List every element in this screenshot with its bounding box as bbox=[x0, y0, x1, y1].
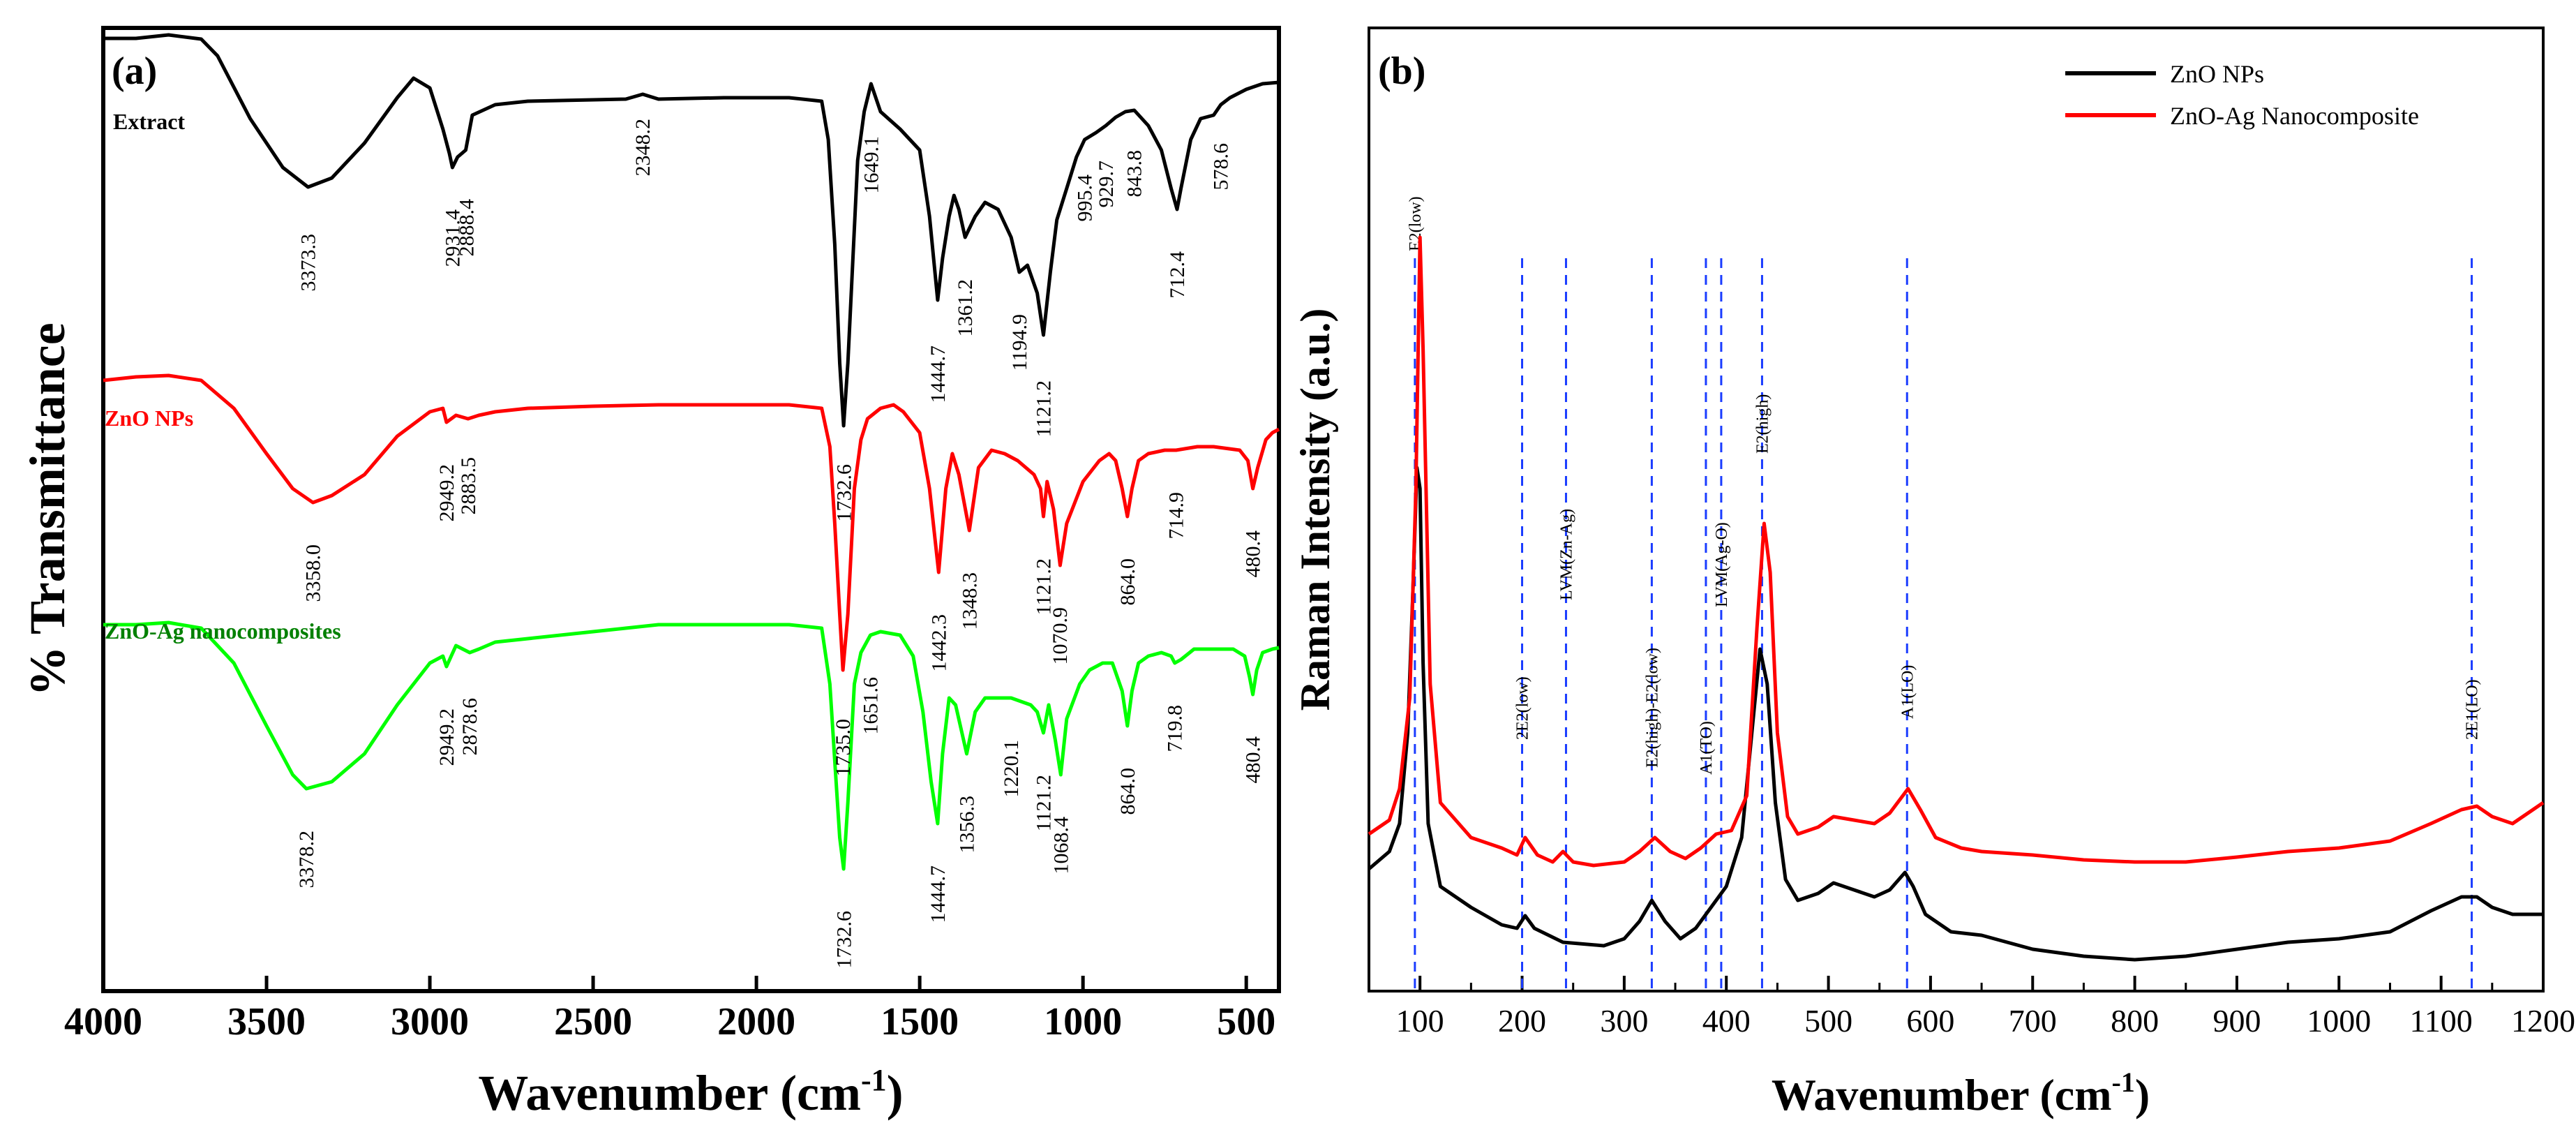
peak-label: 2949.2 bbox=[435, 708, 458, 766]
peak-label: 1651.6 bbox=[860, 677, 883, 735]
peak-label: 714.9 bbox=[1165, 492, 1188, 540]
x-tick-label: 2000 bbox=[717, 1000, 795, 1043]
series-line-0 bbox=[103, 33, 1280, 428]
peak-label: 929.7 bbox=[1095, 161, 1118, 208]
series-label-zno-ag: ZnO-Ag nanocomposites bbox=[105, 618, 341, 644]
x-tick-label: 1500 bbox=[881, 1000, 959, 1043]
peak-label: 2878.6 bbox=[458, 698, 481, 756]
peak-label: 712.4 bbox=[1166, 251, 1189, 299]
mode-label: A1(TO) bbox=[1698, 721, 1716, 775]
x-tick-label: 1200 bbox=[2511, 1003, 2575, 1039]
panel-a-x-axis-label: Wavenumber (cm-1) bbox=[478, 1063, 903, 1121]
x-tick-label: 700 bbox=[2009, 1003, 2057, 1039]
peak-label: 1442.3 bbox=[927, 614, 950, 672]
peak-label: 1444.7 bbox=[927, 865, 950, 923]
series-label-extract: Extract bbox=[113, 109, 185, 134]
peak-label: 1732.6 bbox=[833, 911, 856, 969]
peak-label: 1356.3 bbox=[956, 796, 979, 854]
panel-b: (b) 100 200 300 400 500 600 700 800 900 1000 1100 1… bbox=[1292, 27, 2575, 1120]
panel-b-frame bbox=[1368, 27, 2545, 993]
panel-b-x-ticks: 100 200 300 400 500 600 700 800 900 1000 1100 1200 bbox=[1396, 976, 2575, 1039]
x-tick-label: 1000 bbox=[2307, 1003, 2371, 1039]
panel-a-series bbox=[103, 33, 1280, 871]
x-tick-label: 500 bbox=[1804, 1003, 1852, 1039]
peak-label: 1444.7 bbox=[927, 345, 950, 403]
panel-b-label: (b) bbox=[1378, 50, 1425, 93]
peak-label: 2931.4 bbox=[441, 209, 464, 267]
x-tick-label: 400 bbox=[1702, 1003, 1751, 1039]
peak-label: 843.8 bbox=[1123, 150, 1146, 198]
x-tick-label: 200 bbox=[1498, 1003, 1546, 1039]
peak-label: 1732.6 bbox=[833, 464, 856, 522]
legend-label-zno-ag: ZnO-Ag Nanocomposite bbox=[2170, 102, 2419, 130]
peak-label: 1735.0 bbox=[832, 719, 855, 777]
peak-label: 2949.2 bbox=[435, 464, 458, 522]
panel-b-x-axis-label: Wavenumber (cm-1) bbox=[1772, 1066, 2150, 1120]
peak-label: 1070.9 bbox=[1049, 607, 1072, 665]
panel-a-x-ticks: 4000 3500 3000 2500 2000 1500 1000 500 bbox=[64, 976, 1275, 1043]
x-tick-label: 1100 bbox=[2410, 1003, 2473, 1039]
x-tick-label: 1000 bbox=[1044, 1000, 1122, 1043]
series-line-1 bbox=[103, 373, 1280, 672]
peak-label: 1348.3 bbox=[958, 572, 981, 630]
mode-label: E2(high) bbox=[1753, 394, 1772, 454]
peak-label: 1121.2 bbox=[1033, 558, 1056, 615]
peak-label: 480.4 bbox=[1242, 736, 1265, 784]
peak-label: 2348.2 bbox=[631, 119, 654, 177]
x-tick-label: 500 bbox=[1217, 1000, 1275, 1043]
panel-b-series bbox=[1368, 235, 2545, 962]
panel-a-frame bbox=[101, 26, 1281, 993]
series-line-2 bbox=[103, 620, 1280, 871]
peak-label: 1194.9 bbox=[1008, 314, 1031, 371]
mode-label: A1(LO) bbox=[1899, 665, 1917, 719]
mode-label: 2E1(LO) bbox=[2464, 679, 2482, 740]
peak-label: 1068.4 bbox=[1049, 817, 1072, 875]
mode-label: E2(low) bbox=[1407, 196, 1425, 251]
peak-label: 2883.5 bbox=[457, 457, 480, 515]
raman-line-0 bbox=[1368, 466, 2543, 962]
raman-line-1 bbox=[1368, 235, 2545, 868]
series-label-zno-nps: ZnO NPs bbox=[105, 406, 193, 431]
x-tick-label: 300 bbox=[1600, 1003, 1648, 1039]
mode-label: LVM(Zn-Ag) bbox=[1558, 509, 1576, 600]
x-tick-label: 800 bbox=[2111, 1003, 2159, 1039]
mode-label: LVM(Ag-O) bbox=[1713, 522, 1731, 607]
peak-label: 1220.1 bbox=[1000, 740, 1023, 798]
peak-label: 480.4 bbox=[1242, 530, 1265, 578]
peak-label: 3358.0 bbox=[302, 544, 325, 602]
peak-label: 1361.2 bbox=[954, 279, 977, 337]
x-tick-label: 2500 bbox=[554, 1000, 632, 1043]
x-tick-label: 3500 bbox=[227, 1000, 306, 1043]
legend-label-zno-nps: ZnO NPs bbox=[2170, 60, 2264, 88]
panel-a-label: (a) bbox=[112, 50, 157, 93]
peak-label: 1121.2 bbox=[1033, 380, 1056, 437]
peak-label: 2888.4 bbox=[456, 199, 479, 257]
peak-label: 864.0 bbox=[1116, 558, 1139, 606]
panel-b-y-axis-label: Raman Intensity (a.u.) bbox=[1292, 308, 1338, 711]
peak-label: 3378.2 bbox=[295, 831, 318, 889]
peak-label: 864.0 bbox=[1116, 768, 1139, 815]
x-tick-label: 100 bbox=[1396, 1003, 1444, 1039]
x-tick-label: 900 bbox=[2212, 1003, 2261, 1039]
peak-label: 3373.3 bbox=[297, 234, 320, 292]
peak-label: 1121.2 bbox=[1033, 775, 1056, 831]
panel-a: (a) 4000 3500 3000 2500 2000 1500 1000 500 3373… bbox=[20, 26, 1281, 1121]
mode-label: E2(high)-E2(low) bbox=[1643, 648, 1661, 768]
peak-label: 578.6 bbox=[1210, 143, 1233, 191]
panel-b-mode-markers: E2(low) 2E2(low) LVM(Zn-Ag) E2(high)-E2(low… bbox=[1407, 196, 2482, 991]
panel-a-y-axis-label: % Transmittance bbox=[20, 322, 75, 696]
x-tick-label: 3000 bbox=[391, 1000, 469, 1043]
x-tick-label: 4000 bbox=[64, 1000, 142, 1043]
peak-label: 1649.1 bbox=[860, 136, 883, 194]
peak-label: 995.4 bbox=[1074, 174, 1097, 222]
panel-b-legend: ZnO NPs ZnO-Ag Nanocomposite bbox=[2065, 60, 2419, 130]
mode-label: 2E2(low) bbox=[1514, 676, 1532, 740]
peak-label: 719.8 bbox=[1164, 705, 1187, 752]
x-tick-label: 600 bbox=[1906, 1003, 1954, 1039]
